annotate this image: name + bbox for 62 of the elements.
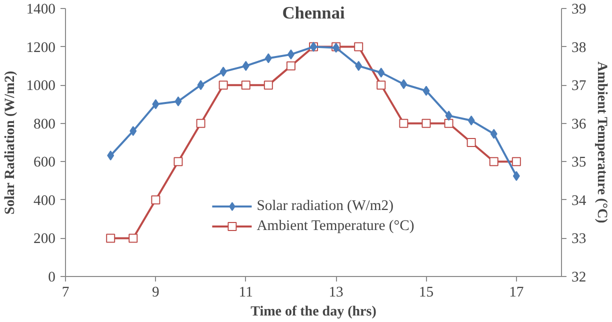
y-axis-title: Solar Radiation (W/m2)	[3, 70, 18, 214]
y2-axis-title: Ambient Temperature (°C)	[594, 62, 610, 224]
y2-tick-label: 33	[572, 231, 586, 248]
point	[445, 110, 452, 121]
point	[376, 80, 386, 90]
x-tick-label: 15	[418, 284, 434, 300]
point	[197, 80, 204, 90]
x-tick-label: 11	[238, 284, 253, 300]
y-tick-label: 800	[34, 116, 56, 132]
chart-title: Chennai	[282, 4, 345, 22]
y-tick-label: 1000	[26, 78, 56, 94]
y2-tick-label: 37	[572, 78, 586, 94]
point	[444, 118, 454, 128]
point	[242, 60, 250, 71]
point	[399, 118, 408, 128]
y2-tick-label: 36	[572, 116, 586, 132]
point	[286, 61, 296, 70]
point	[466, 138, 476, 147]
point	[220, 66, 227, 77]
y2-tick-label: 32	[572, 270, 586, 286]
point	[422, 118, 431, 128]
point	[107, 150, 114, 161]
x-tick-label: 7	[62, 284, 70, 300]
y-tick-label: 1400	[26, 2, 56, 18]
y2-tick-label: 38	[572, 40, 586, 56]
point	[264, 53, 272, 64]
point	[152, 99, 160, 110]
legend-label: Ambient Temperature (°C)	[256, 218, 414, 234]
point	[512, 171, 520, 181]
point	[151, 195, 160, 204]
y-tick-label: 600	[34, 154, 56, 171]
point	[106, 234, 116, 243]
point	[287, 49, 294, 60]
point	[490, 128, 498, 139]
point	[264, 80, 273, 90]
point	[400, 79, 408, 90]
point	[355, 60, 362, 71]
point	[174, 96, 182, 106]
point	[174, 157, 183, 166]
y-tick-label: 0	[48, 270, 56, 286]
y-tick-label: 200	[34, 231, 56, 248]
point	[512, 157, 521, 166]
y2-tick-label: 34	[572, 192, 587, 209]
point	[468, 115, 475, 126]
point	[130, 126, 137, 136]
legend-label: Solar radiation (W/m2)	[256, 198, 394, 214]
x-axis-title: Time of the day (hrs)	[250, 304, 377, 320]
y2-tick-label: 35	[572, 154, 586, 171]
x-tick-label: 9	[152, 284, 160, 300]
point	[128, 234, 138, 243]
y2-tick-label: 39	[572, 2, 586, 18]
point	[489, 157, 498, 166]
point	[378, 68, 385, 78]
point	[218, 80, 228, 90]
x-tick-label: 17	[509, 284, 524, 300]
point	[354, 42, 364, 52]
point	[241, 80, 250, 90]
y-tick-label: 400	[34, 192, 56, 209]
point	[196, 118, 206, 128]
y-tick-label: 1200	[26, 40, 56, 56]
x-tick-label: 13	[328, 284, 344, 300]
point	[422, 86, 430, 96]
